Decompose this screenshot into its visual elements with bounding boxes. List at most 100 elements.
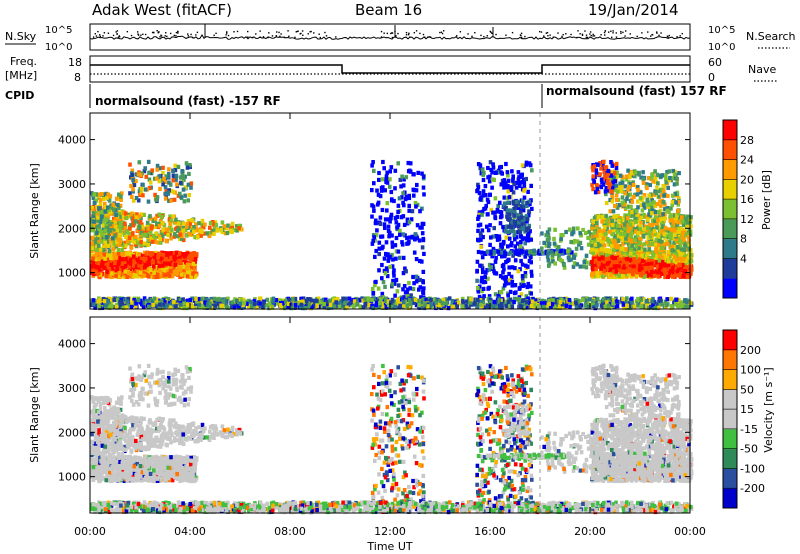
power-cell	[605, 181, 610, 186]
power-cell	[595, 186, 599, 191]
power-cell	[663, 207, 667, 212]
power-cell	[104, 191, 109, 196]
power-cell	[503, 251, 507, 256]
power-cell	[208, 225, 212, 230]
power-cell	[632, 194, 636, 199]
power-cell	[181, 252, 185, 257]
noise-search-point	[629, 33, 631, 35]
noise-search-point	[173, 34, 176, 37]
power-cell	[656, 218, 660, 223]
power-cell	[396, 203, 401, 208]
power-cell	[617, 273, 621, 278]
power-cell	[179, 272, 184, 277]
noise-search-point	[577, 30, 579, 32]
power-cell	[612, 214, 616, 219]
cpid-label: CPID	[5, 89, 34, 102]
power-cell	[599, 185, 604, 190]
power-cell	[96, 218, 100, 224]
power-cell	[95, 204, 99, 210]
power-cell	[155, 213, 159, 218]
noise-search-point	[112, 34, 115, 37]
power-cell	[615, 229, 620, 234]
power-cell	[597, 184, 601, 189]
power-cell	[149, 226, 154, 231]
power-cell	[612, 264, 617, 269]
power-cell	[689, 269, 693, 274]
power-cell	[374, 279, 378, 284]
power-cell	[514, 235, 519, 240]
power-cell	[190, 218, 194, 223]
power-cell	[614, 183, 618, 188]
power-cell	[490, 170, 494, 175]
power-cell	[164, 174, 168, 179]
date-title: 19/Jan/2014	[588, 1, 679, 19]
power-cell	[168, 221, 172, 226]
noise-search-point	[612, 30, 614, 32]
power-cell	[529, 237, 533, 242]
power-cell	[161, 165, 165, 170]
power-cell	[668, 218, 672, 223]
power-cell	[384, 174, 389, 179]
power-cell	[155, 176, 159, 181]
power-cell	[90, 228, 94, 233]
power-cell	[663, 274, 667, 280]
noise-search-point	[681, 32, 683, 35]
power-cell	[665, 241, 670, 246]
power-cell	[523, 216, 528, 221]
power-cell	[650, 265, 654, 270]
power-cell	[374, 218, 378, 223]
power-cell	[142, 241, 147, 246]
power-cell	[125, 260, 130, 265]
noise-search-point	[489, 30, 491, 33]
power-cell	[530, 273, 534, 278]
power-cell	[624, 247, 628, 252]
power-cell	[404, 194, 409, 199]
power-cell	[120, 257, 125, 262]
noise-search-point	[175, 35, 177, 37]
power-cell	[617, 257, 621, 262]
power-cell	[148, 252, 152, 257]
power-cell	[108, 253, 113, 258]
power-cell	[664, 177, 668, 182]
power-cell	[123, 221, 127, 226]
noise-search-point	[604, 30, 607, 32]
power-cell	[660, 193, 664, 198]
power-cell	[604, 252, 609, 257]
power-cell	[167, 261, 172, 267]
power-cell	[630, 199, 635, 204]
power-cell	[122, 261, 127, 266]
power-cell	[90, 219, 94, 224]
power-cell	[632, 259, 637, 265]
power-cell	[651, 226, 655, 231]
power-cell	[591, 187, 595, 192]
power-cell	[394, 249, 399, 254]
power-cell	[627, 241, 631, 246]
noise-search-point	[278, 31, 280, 34]
power-cell	[162, 176, 166, 181]
power-cell	[481, 235, 485, 240]
power-cell	[139, 186, 144, 191]
power-cell	[657, 271, 661, 277]
power-cell	[137, 255, 141, 260]
power-cell	[383, 271, 388, 276]
power-cell	[621, 216, 625, 221]
power-cell	[586, 235, 590, 240]
power-cell	[386, 229, 391, 234]
power-cell	[670, 261, 674, 266]
noise-left-tick-top: 10^5	[45, 25, 72, 36]
power-cell	[422, 192, 426, 197]
power-cell	[601, 182, 606, 187]
power-cell	[108, 266, 112, 271]
power-cell	[561, 233, 565, 238]
power-cell	[674, 200, 678, 205]
power-cell	[641, 202, 646, 207]
power-cell	[532, 248, 536, 253]
power-cell	[602, 265, 607, 270]
power-cell	[388, 254, 392, 259]
power-cell	[407, 235, 412, 240]
noise-search-point	[136, 31, 139, 33]
power-cell	[611, 209, 616, 214]
power-cell	[484, 193, 488, 198]
power-cell	[194, 222, 198, 227]
power-cell	[131, 263, 136, 268]
